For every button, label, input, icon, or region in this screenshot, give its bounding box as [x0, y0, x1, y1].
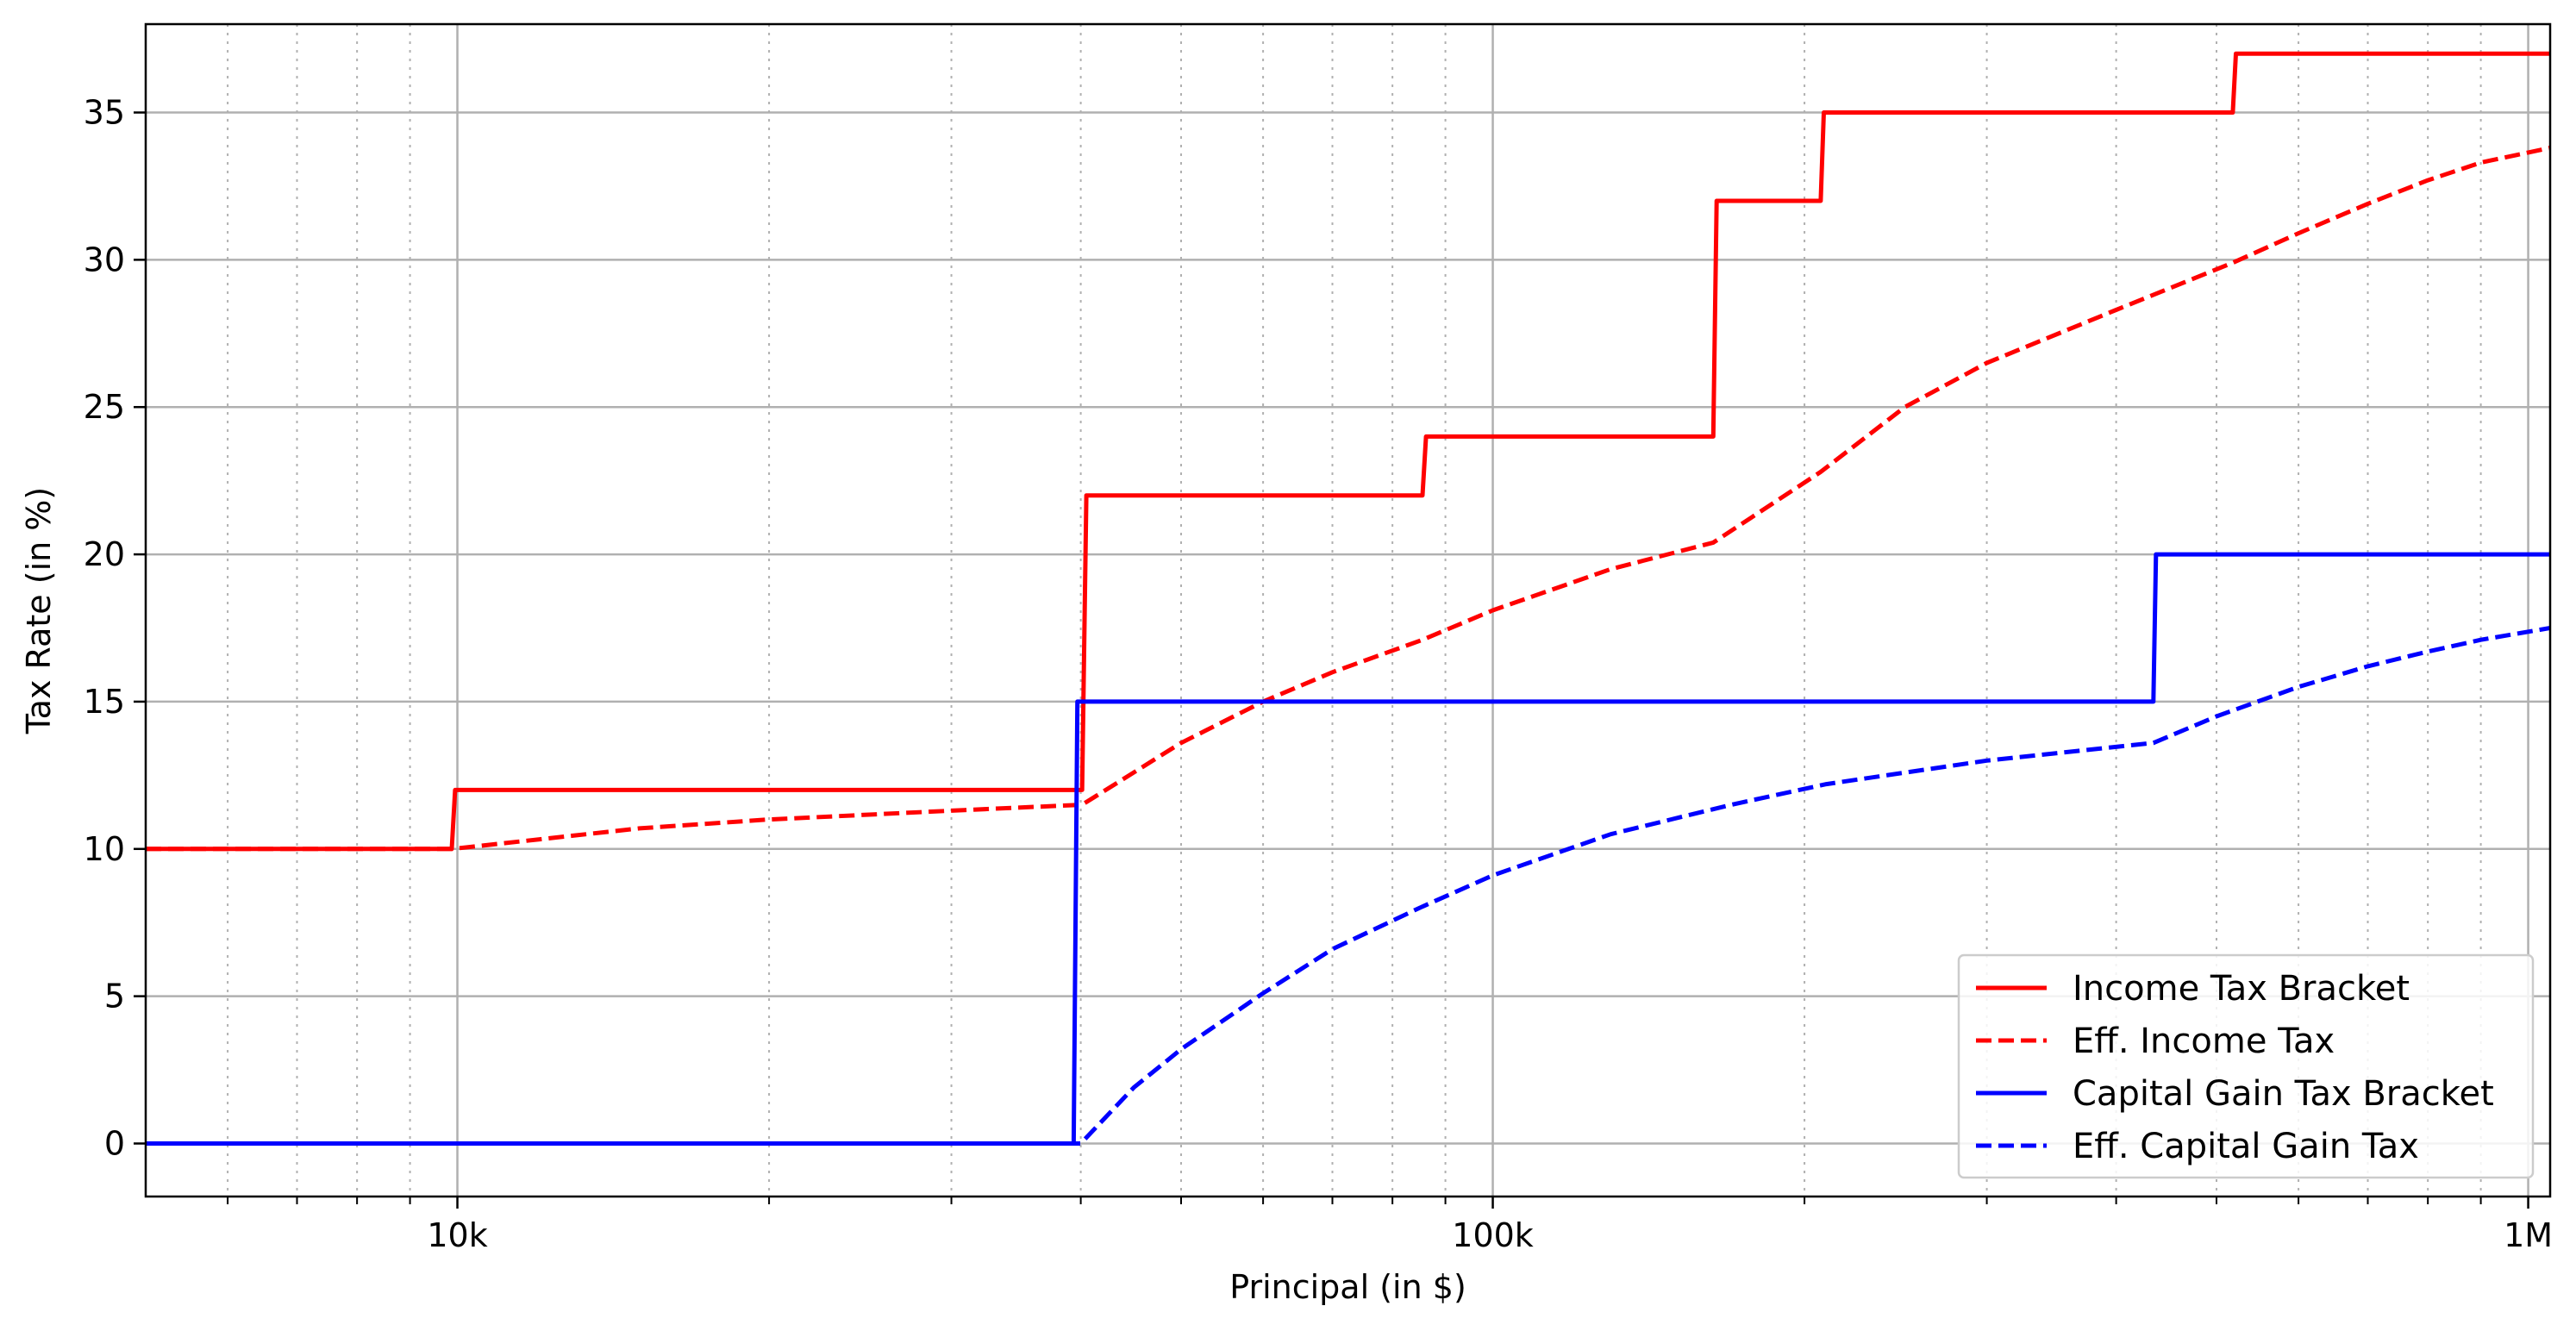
series-line-capital-gain-tax-bracket	[146, 552, 2550, 1146]
minor-gridlines	[227, 24, 2482, 1197]
y-tick-label: 0	[104, 1124, 125, 1162]
series-line-eff-capital-gain-tax	[146, 626, 2550, 1146]
legend: Income Tax Bracket Eff. Income Tax Capital…	[1957, 953, 2535, 1179]
legend-entry-label: Income Tax Bracket	[2073, 969, 2410, 1009]
y-tick-label: 5	[104, 978, 125, 1015]
series-layer	[146, 51, 2550, 1146]
y-tick-label: 15	[84, 683, 125, 721]
series-line-eff-income-tax	[146, 146, 2550, 852]
y-tick-label: 20	[84, 535, 125, 573]
x-axis-label: Principal (in $)	[1229, 1268, 1466, 1306]
y-axis-label: Tax Rate (in %)	[20, 487, 58, 734]
y-tick-label: 35	[84, 94, 125, 132]
legend-entry-label: Eff. Income Tax	[2073, 1022, 2335, 1061]
x-tick-label: 100k	[1452, 1216, 1534, 1254]
plot-frame	[144, 22, 2552, 1198]
legend-box	[1957, 953, 2535, 1179]
legend-entry-label: Capital Gain Tax Bracket	[2073, 1074, 2494, 1114]
series-line-income-tax-bracket	[146, 51, 2550, 852]
x-tick-label: 10k	[427, 1216, 487, 1254]
y-tick-label: 25	[84, 388, 125, 426]
x-tick-label: 1M	[2504, 1216, 2553, 1254]
legend-entry-label: Eff. Capital Gain Tax	[2073, 1127, 2419, 1166]
y-tick-label: 10	[84, 830, 125, 868]
y-tick-label: 30	[84, 241, 125, 278]
axis-ticks: 10k 100k 1M 0 5 10 15 20 25 30 35	[84, 94, 2553, 1254]
